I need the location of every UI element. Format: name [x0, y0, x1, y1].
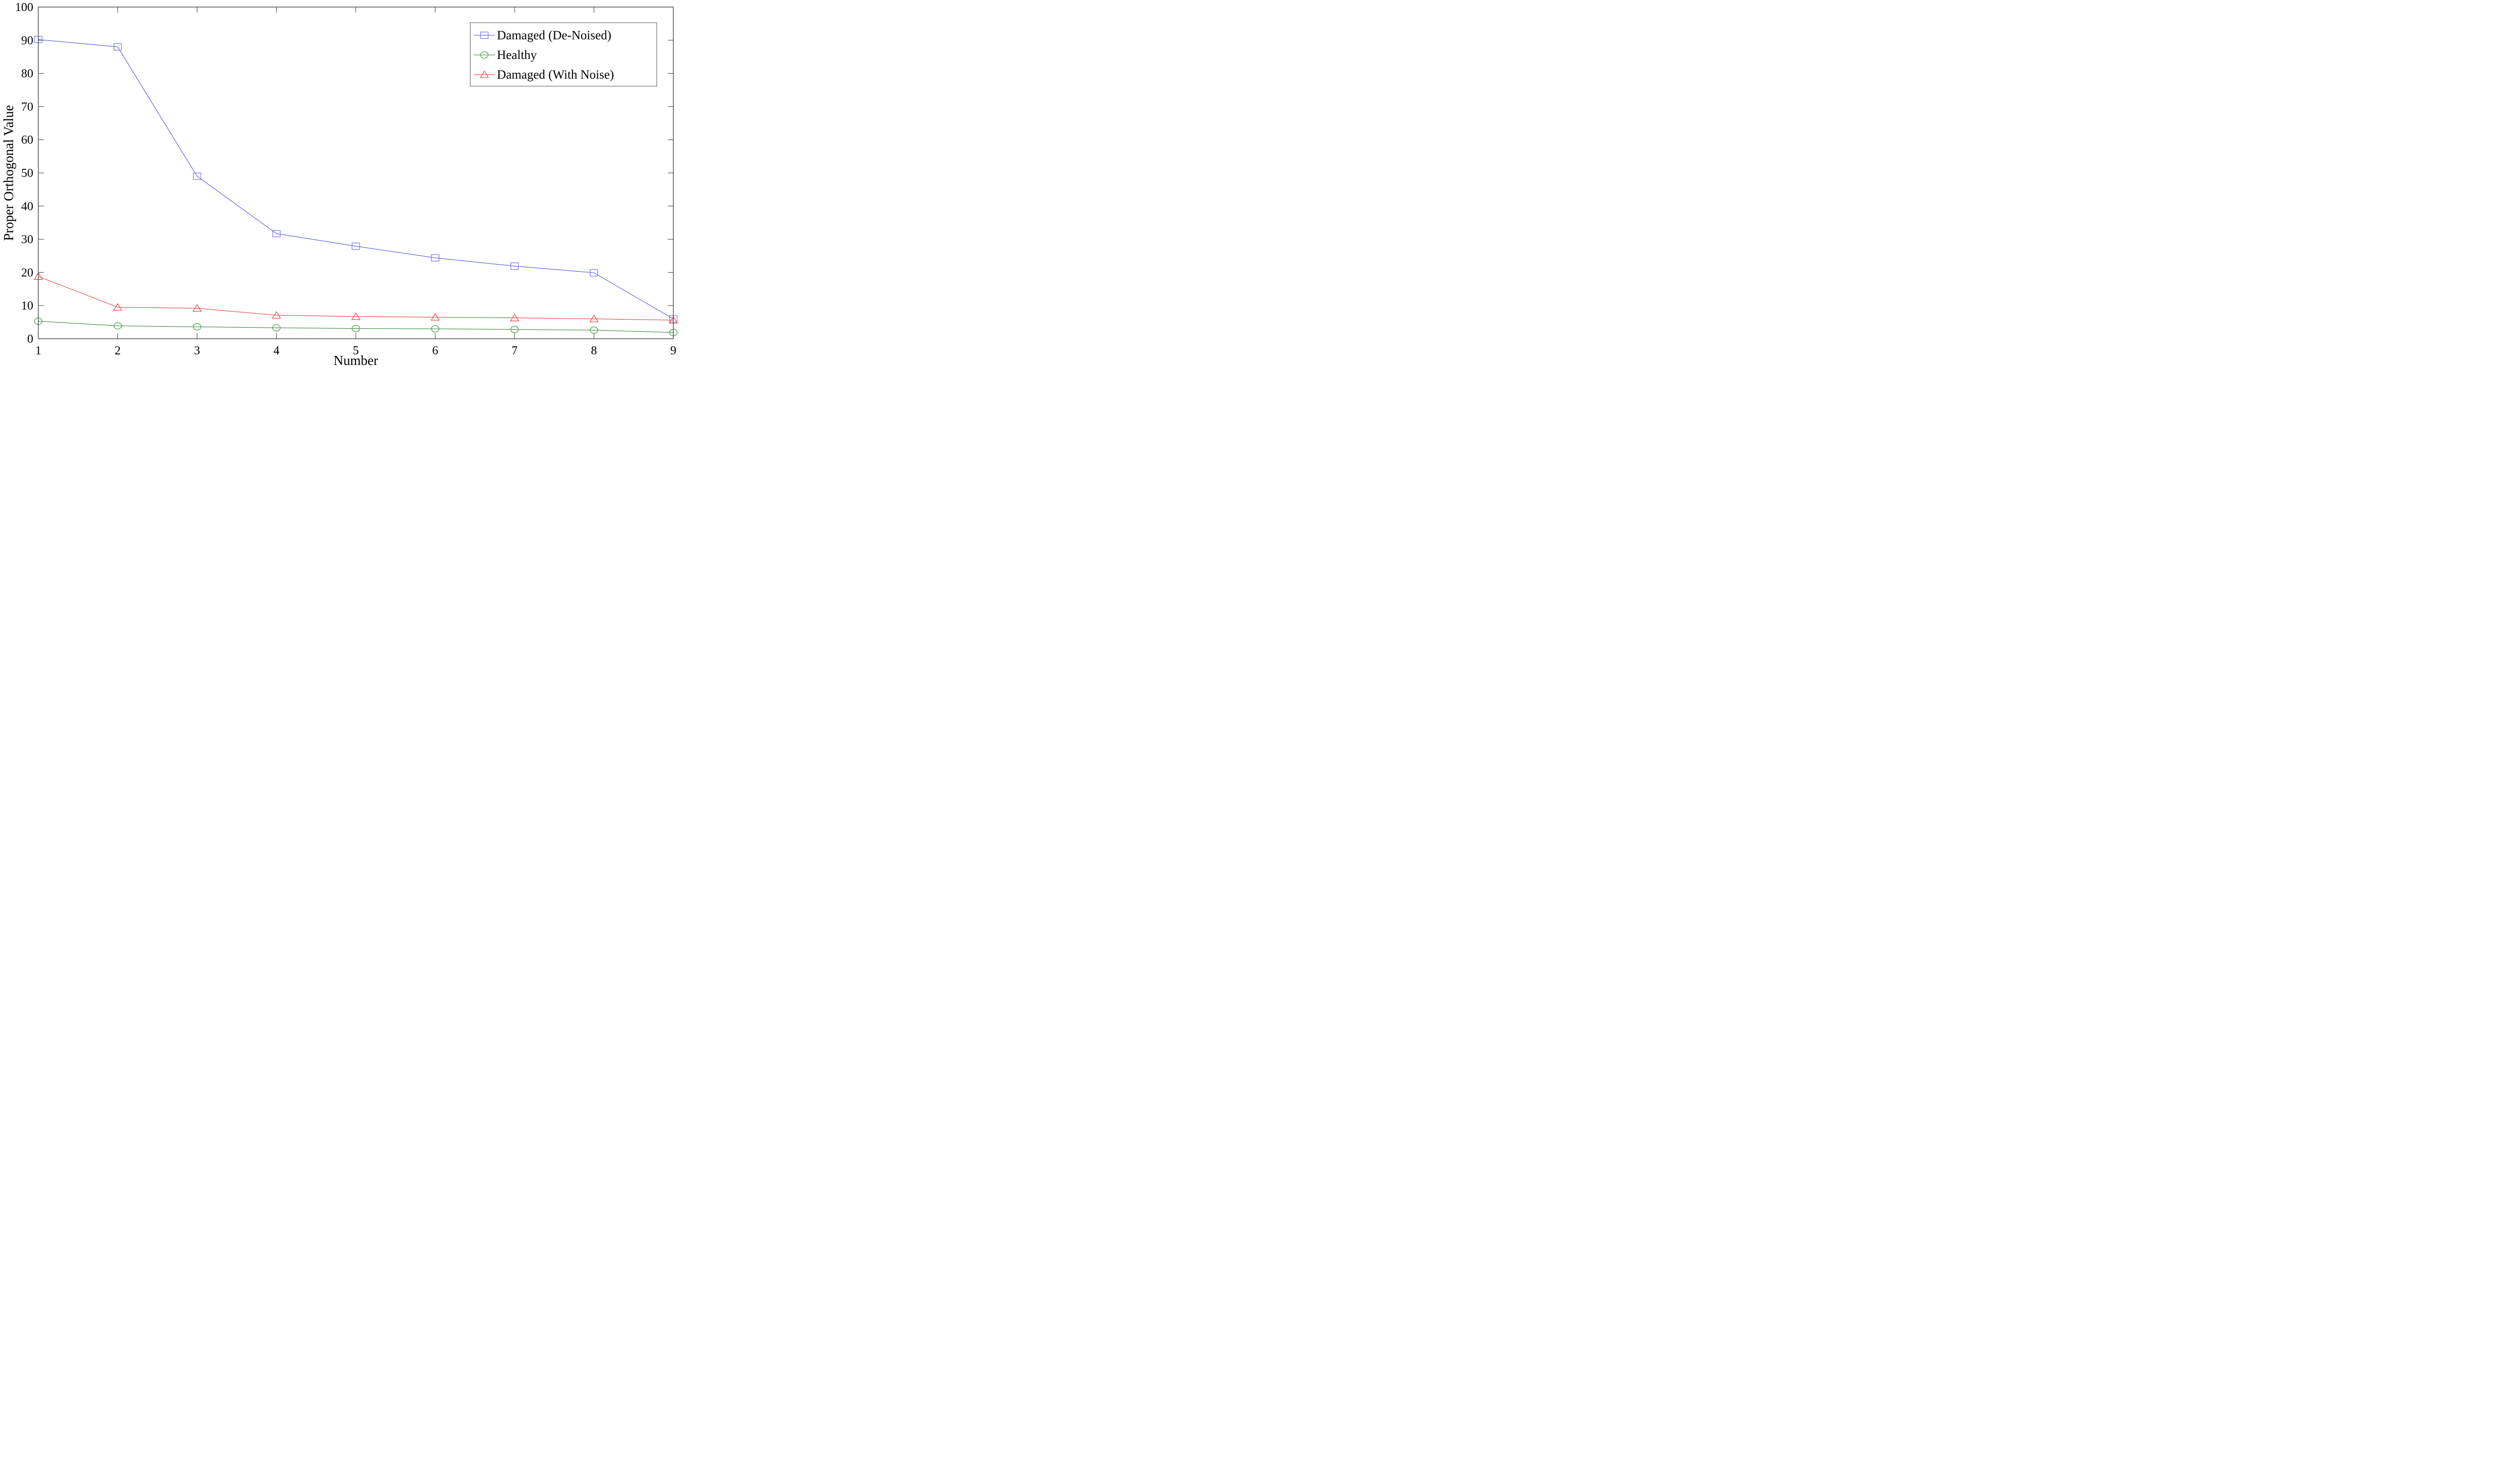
x-tick-label: 8 [591, 344, 597, 357]
square-marker [113, 43, 122, 51]
y-tick-label: 80 [21, 68, 33, 81]
triangle-marker [351, 312, 361, 320]
series-line-healthy [38, 321, 674, 333]
legend-label: Damaged (De-Noised) [497, 29, 611, 42]
x-tick-label: 9 [670, 344, 676, 357]
legend-label: Healthy [497, 48, 537, 62]
legend: Damaged (De-Noised) Healthy Damaged (With … [470, 22, 657, 87]
y-tick-label: 90 [21, 34, 33, 47]
square-marker [590, 269, 598, 277]
x-tick-label: 3 [194, 344, 200, 357]
y-tick-label: 60 [21, 134, 33, 147]
circle-marker [351, 325, 360, 332]
legend-box [470, 22, 657, 87]
circle-marker [272, 324, 281, 332]
triangle-marker [510, 314, 520, 322]
x-tick-label: 6 [432, 344, 438, 357]
plot-border [38, 7, 674, 339]
triangle-marker [192, 304, 202, 312]
square-marker [272, 230, 281, 237]
y-axis-label: Proper Orthogonal Value [1, 105, 16, 240]
x-tick-label: 5 [353, 344, 359, 357]
series-line-damaged-with-noise [38, 276, 674, 321]
triangle-marker [589, 315, 599, 323]
triangle-marker [272, 311, 281, 319]
square-marker [480, 31, 489, 39]
y-tick-label: 40 [21, 200, 33, 213]
circle-marker [431, 325, 439, 333]
x-tick-label: 2 [115, 344, 121, 357]
circle-marker [510, 326, 519, 333]
plot-frame [38, 7, 674, 339]
y-tick-label: 0 [27, 333, 33, 346]
circle-marker [193, 323, 202, 331]
circle-marker [480, 51, 489, 59]
y-tick-label: 20 [21, 266, 33, 279]
y-tick-label: 100 [15, 1, 33, 14]
y-tick-label: 50 [21, 167, 33, 180]
series-layer [33, 36, 678, 336]
x-axis-label: Number [334, 353, 378, 368]
y-tick-label: 10 [21, 299, 33, 313]
triangle-marker [430, 313, 440, 321]
y-tick-label: 30 [21, 233, 33, 247]
triangle-marker [479, 70, 489, 78]
figure: 1 2 3 4 5 6 7 8 9 0 10 20 30 40 50 60 70 80 90 100 Damaged … [0, 0, 681, 369]
square-marker [431, 254, 439, 262]
square-marker [351, 242, 360, 250]
square-marker [510, 262, 519, 270]
x-tick-label: 7 [512, 344, 518, 357]
square-marker [193, 172, 202, 180]
circle-marker [113, 322, 122, 330]
x-tick-label: 1 [35, 344, 41, 357]
y-tick-label: 70 [21, 100, 33, 113]
circle-marker [590, 326, 598, 334]
triangle-marker [113, 303, 122, 311]
legend-label: Damaged (With Noise) [497, 68, 614, 82]
x-tick-label: 4 [274, 344, 280, 357]
series-line-damaged-de-noised [38, 39, 674, 319]
